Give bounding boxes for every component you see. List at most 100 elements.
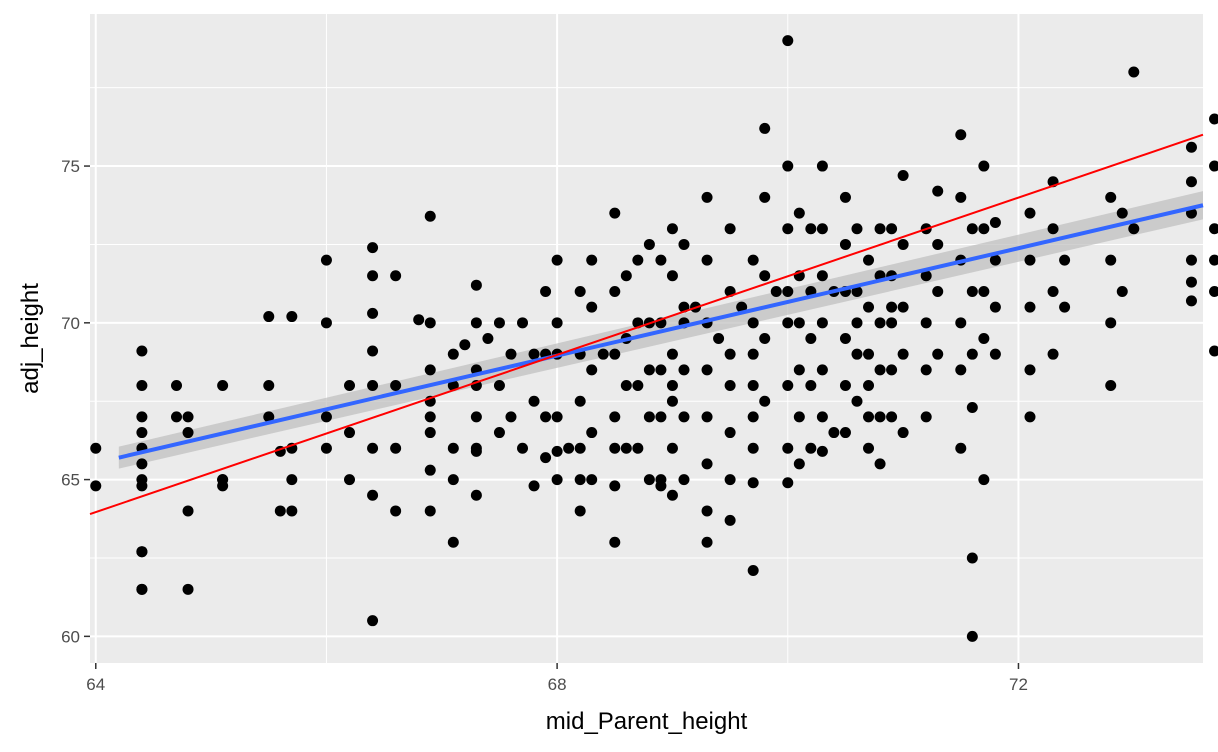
data-point — [597, 348, 609, 360]
data-point — [701, 411, 713, 423]
data-point — [770, 285, 782, 297]
data-point — [782, 160, 794, 172]
data-point — [424, 364, 436, 376]
data-point — [932, 185, 944, 197]
data-point — [540, 411, 552, 423]
data-point — [643, 238, 655, 250]
data-point — [747, 380, 759, 392]
data-point — [136, 480, 148, 492]
data-point — [413, 314, 425, 326]
data-point — [1105, 191, 1117, 203]
data-point — [759, 395, 771, 407]
data-point — [447, 536, 459, 548]
data-point — [493, 427, 505, 439]
data-point — [344, 380, 356, 392]
data-point — [1185, 254, 1197, 266]
data-point — [263, 311, 275, 323]
data-point — [955, 317, 967, 329]
data-point — [367, 380, 379, 392]
data-point — [666, 489, 678, 501]
data-point — [886, 364, 898, 376]
data-point — [459, 339, 471, 351]
data-point — [182, 427, 194, 439]
data-point — [274, 505, 286, 517]
data-point — [932, 285, 944, 297]
data-point — [528, 348, 540, 360]
data-point — [517, 317, 529, 329]
data-point — [701, 254, 713, 266]
data-point — [1105, 317, 1117, 329]
data-point — [955, 364, 967, 376]
data-point — [666, 380, 678, 392]
data-point — [367, 270, 379, 282]
data-point — [793, 317, 805, 329]
data-point — [136, 411, 148, 423]
data-point — [851, 348, 863, 360]
data-point — [182, 411, 194, 423]
lines-layer — [89, 133, 1204, 516]
data-point — [978, 223, 990, 235]
data-point — [320, 442, 332, 454]
data-point — [920, 411, 932, 423]
data-point — [724, 427, 736, 439]
data-point — [678, 364, 690, 376]
y-tick-label: 70 — [61, 314, 80, 333]
data-point — [320, 254, 332, 266]
data-point — [966, 552, 978, 564]
data-point — [136, 458, 148, 470]
data-point — [816, 364, 828, 376]
data-point — [136, 380, 148, 392]
data-point — [839, 191, 851, 203]
data-point — [747, 477, 759, 489]
data-point — [586, 427, 598, 439]
data-point — [966, 348, 978, 360]
data-point — [701, 536, 713, 548]
data-point — [632, 442, 644, 454]
data-point — [551, 254, 563, 266]
data-point — [955, 191, 967, 203]
data-point — [643, 474, 655, 486]
data-point — [839, 238, 851, 250]
data-point — [793, 411, 805, 423]
data-point — [1185, 176, 1197, 188]
data-point — [563, 442, 575, 454]
data-point — [528, 480, 540, 492]
data-point — [505, 411, 517, 423]
data-point — [1024, 254, 1036, 266]
data-point — [574, 442, 586, 454]
data-point — [528, 395, 540, 407]
data-point — [805, 223, 817, 235]
data-point — [920, 270, 932, 282]
data-point — [493, 380, 505, 392]
data-point — [863, 254, 875, 266]
data-point — [816, 160, 828, 172]
data-point — [424, 317, 436, 329]
data-point — [1116, 285, 1128, 297]
data-point — [978, 474, 990, 486]
data-point — [782, 285, 794, 297]
data-point — [390, 442, 402, 454]
data-point — [609, 348, 621, 360]
data-point — [632, 254, 644, 266]
data-point — [447, 474, 459, 486]
data-point — [839, 427, 851, 439]
data-point — [1047, 348, 1059, 360]
data-point — [540, 285, 552, 297]
data-point — [286, 505, 298, 517]
data-point — [724, 474, 736, 486]
data-point — [897, 301, 909, 313]
data-point — [586, 254, 598, 266]
data-point — [701, 364, 713, 376]
data-point — [470, 317, 482, 329]
data-point — [816, 411, 828, 423]
data-point — [966, 401, 978, 413]
data-point — [632, 380, 644, 392]
x-tick-label: 64 — [86, 675, 105, 694]
data-point — [609, 480, 621, 492]
data-point — [851, 395, 863, 407]
data-point — [759, 191, 771, 203]
data-point — [1105, 254, 1117, 266]
data-point — [655, 254, 667, 266]
data-point — [320, 411, 332, 423]
